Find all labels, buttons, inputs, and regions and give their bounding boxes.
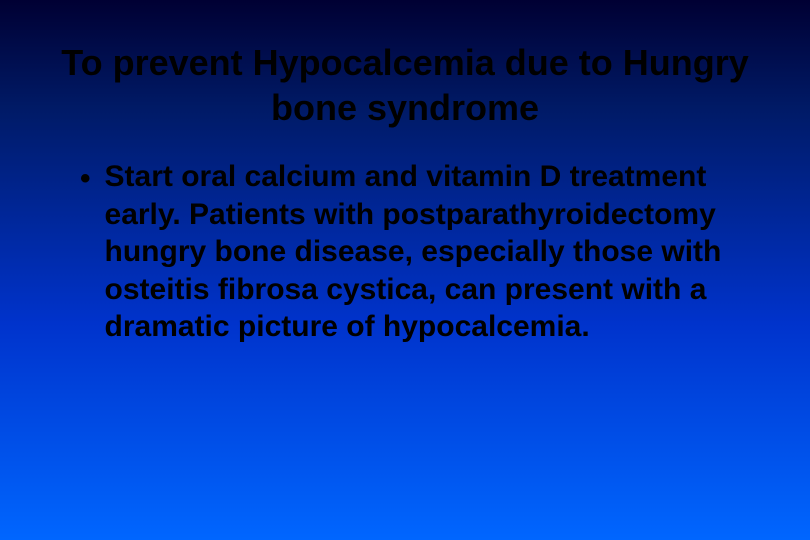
slide-container: To prevent Hypocalcemia due to Hungry bo… — [0, 0, 810, 540]
slide-title: To prevent Hypocalcemia due to Hungry bo… — [60, 40, 750, 130]
bullet-item: • Start oral calcium and vitamin D treat… — [60, 158, 750, 346]
bullet-marker-icon: • — [80, 164, 91, 194]
bullet-text: Start oral calcium and vitamin D treatme… — [105, 158, 725, 346]
